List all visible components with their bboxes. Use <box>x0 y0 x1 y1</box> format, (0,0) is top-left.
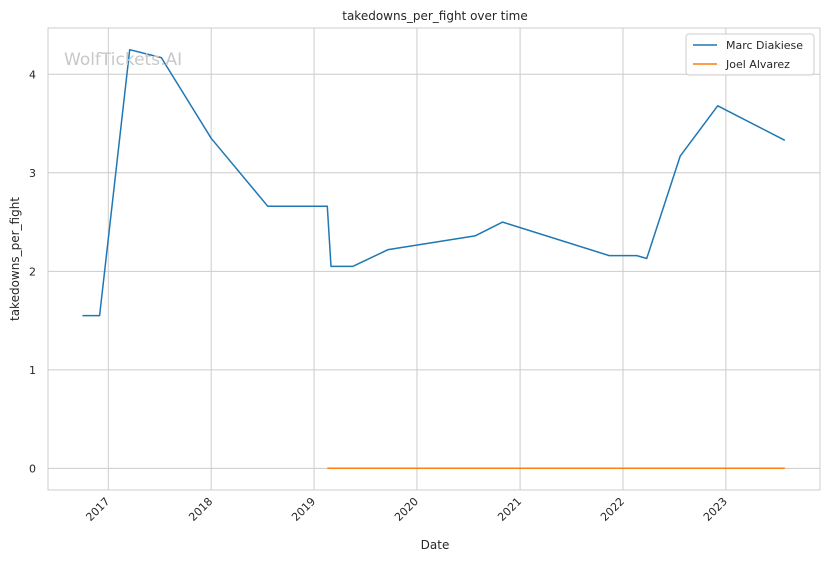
x-tick-label: 2018 <box>186 495 215 524</box>
x-tick-label: 2017 <box>83 495 112 524</box>
y-tick-label: 3 <box>29 167 36 180</box>
plot-frame <box>47 27 821 491</box>
y-tick-label: 4 <box>29 68 36 81</box>
chart-title: takedowns_per_fight over time <box>342 9 528 23</box>
legend: Marc Diakiese Joel Alvarez <box>685 33 815 76</box>
x-tick-label: 2019 <box>289 495 318 524</box>
x-tick-label: 2023 <box>701 495 730 524</box>
watermark: WolfTickets.AI <box>64 50 182 70</box>
x-axis-ticks: 2017 2018 2019 2020 2021 2022 2023 <box>83 495 730 524</box>
y-tick-label: 0 <box>29 462 36 475</box>
x-tick-label: 2022 <box>598 495 627 524</box>
legend-label-marc-diakiese: Marc Diakiese <box>726 39 803 52</box>
grid <box>48 28 820 490</box>
legend-box <box>685 33 815 76</box>
x-tick-label: 2021 <box>495 495 524 524</box>
series-line-marc-diakiese <box>82 48 786 317</box>
y-axis-title: takedowns_per_fight <box>8 197 22 321</box>
x-tick-label: 2020 <box>392 495 421 524</box>
y-axis-ticks: 0 1 2 3 4 <box>29 68 36 475</box>
y-tick-label: 1 <box>29 364 36 377</box>
y-tick-label: 2 <box>29 265 36 278</box>
x-axis-title: Date <box>421 538 450 552</box>
legend-label-joel-alvarez: Joel Alvarez <box>725 58 790 71</box>
series-lines <box>82 48 786 470</box>
